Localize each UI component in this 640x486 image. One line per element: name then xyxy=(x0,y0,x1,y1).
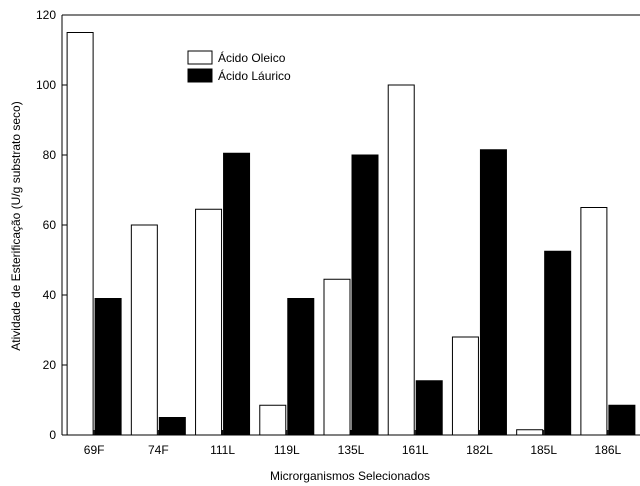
x-tick-label: 74F xyxy=(148,443,169,457)
x-tick-label: 161L xyxy=(402,443,429,457)
bar-acido-laurico xyxy=(608,404,636,436)
bar-acido-laurico xyxy=(544,250,572,436)
legend-swatch xyxy=(187,68,213,83)
bar-acido-oleico xyxy=(259,404,287,436)
x-tick-label: 69F xyxy=(84,443,105,457)
y-axis: 0 20 40 60 80 100 120 xyxy=(36,8,67,442)
x-tick-label: 182L xyxy=(466,443,493,457)
bar-acido-laurico xyxy=(287,298,315,436)
x-axis-title: Microrganismos Selecionados xyxy=(270,469,430,483)
y-tick-label: 40 xyxy=(43,288,57,302)
bar-acido-oleico xyxy=(516,429,544,436)
y-tick-label: 20 xyxy=(43,358,57,372)
bar-acido-oleico xyxy=(195,208,223,436)
y-axis-title: Atividade de Esterificação (U/g substrat… xyxy=(9,101,23,350)
bar-acido-laurico xyxy=(479,149,507,436)
y-tick-label: 100 xyxy=(36,78,56,92)
x-axis: 69F 74F 111L 119L 135L 161L 182L 185L 186L xyxy=(84,430,622,457)
legend-swatch xyxy=(187,50,213,65)
bar-acido-oleico xyxy=(323,278,351,436)
legend: Ácido Oleico Ácido Láurico xyxy=(187,50,291,83)
legend-label: Ácido Láurico xyxy=(218,68,291,83)
bar-acido-laurico xyxy=(94,298,122,436)
y-tick-label: 120 xyxy=(36,8,56,22)
x-tick-label: 111L xyxy=(210,443,235,457)
y-tick-label: 60 xyxy=(43,218,57,232)
x-tick-label: 186L xyxy=(595,443,622,457)
y-tick-label: 80 xyxy=(43,148,57,162)
bar-acido-oleico xyxy=(66,32,94,436)
bar-acido-oleico xyxy=(451,336,479,436)
x-tick-label: 135L xyxy=(338,443,365,457)
y-tick-label: 0 xyxy=(49,428,56,442)
x-tick-label: 185L xyxy=(530,443,557,457)
bar-acido-laurico xyxy=(158,417,186,436)
bars xyxy=(66,32,636,436)
legend-label: Ácido Oleico xyxy=(218,50,286,65)
bar-acido-laurico xyxy=(415,380,443,436)
bar-acido-laurico xyxy=(223,152,251,436)
bar-acido-oleico xyxy=(387,84,415,436)
bar-acido-oleico xyxy=(580,207,608,436)
bar-acido-laurico xyxy=(351,154,379,436)
x-tick-label: 119L xyxy=(274,443,300,457)
bar-acido-oleico xyxy=(130,224,158,436)
